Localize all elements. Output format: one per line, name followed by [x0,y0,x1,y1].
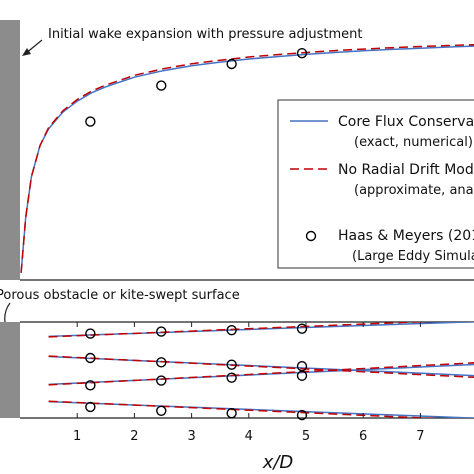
bottom-series-1-line-1 [48,355,474,379]
bottom-les-marker-9 [156,375,167,386]
bottom-les-marker-11 [296,370,308,381]
legend-label-les: Haas & Meyers (2017) [338,228,474,244]
bottom-les-marker-1 [156,326,167,337]
legend-box [277,99,474,269]
legend-sublabel-core-flux: (exact, numerical) [354,135,473,150]
legend-label-no-radial-drift: No Radial Drift Model [338,162,474,178]
top-obstacle-bar [0,20,20,280]
bottom-les-marker-14 [226,408,237,419]
legend-label-core-flux: Core Flux Conservation [338,114,474,130]
x-tick-label-2: 2 [130,429,138,444]
x-tick-label-6: 6 [359,429,367,444]
top-series-line-1 [20,43,474,273]
bottom-les-marker-2 [226,324,237,336]
top-les-marker-0 [85,116,96,127]
top-les-marker-1 [156,80,167,91]
x-tick-label-3: 3 [187,429,195,444]
x-tick-label-1: 1 [73,429,81,444]
x-tick-label-5: 5 [302,429,310,444]
bottom-les-marker-13 [156,405,167,416]
bottom-annotation: Porous obstacle or kite-swept surface [0,288,240,303]
legend-marker-les [305,230,317,242]
bottom-obstacle-bar [0,322,20,418]
top-les-marker-3 [296,48,308,59]
bottom-les-marker-6 [226,359,237,370]
legend-sublabel-no-radial-drift: (approximate, analytical) [354,183,474,198]
top-les-marker-2 [226,58,237,70]
x-axis-label: x/D [262,452,294,473]
legend: Core Flux Conservation (exact, numerical… [277,99,474,269]
x-tick-label-7: 7 [416,429,424,444]
bottom-panel: Porous obstacle or kite-swept surface 1 2… [0,288,474,473]
bottom-les-marker-4 [85,352,96,364]
bottom-les-marker-5 [156,357,167,368]
top-panel: Initial wake expansion with pressure adj… [0,20,474,281]
bottom-les-marker-10 [226,372,237,383]
top-annotation-arrowhead [22,48,31,56]
top-annotation: Initial wake expansion with pressure adj… [48,27,362,42]
bottom-les-marker-12 [85,401,96,413]
bottom-series-1-line-3 [48,400,441,418]
bottom-les-marker-0 [85,328,96,339]
bottom-series-1-line-2 [48,362,474,386]
x-tick-label-4: 4 [245,429,253,444]
bottom-les-marker-3 [296,323,308,334]
bottom-les-marker-8 [85,380,96,391]
legend-sublabel-les: (Large Eddy Simulation) [352,249,474,264]
bottom-series-1-line-0 [48,322,433,338]
